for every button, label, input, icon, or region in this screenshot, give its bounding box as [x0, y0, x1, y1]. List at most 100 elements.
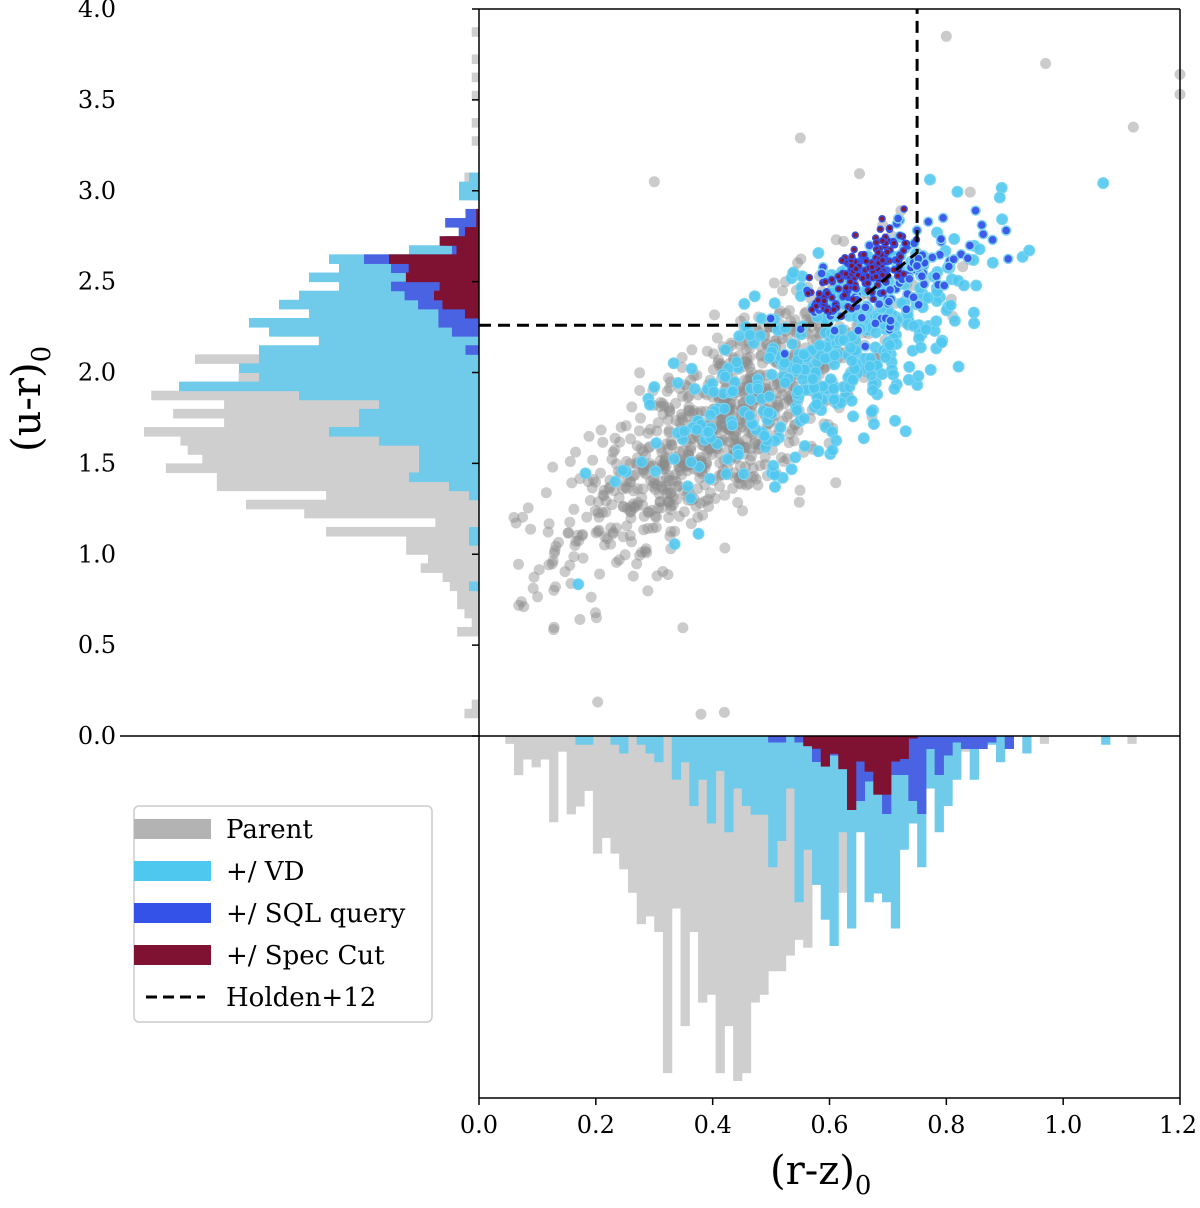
- point-1-202: [616, 464, 629, 477]
- point-2-9: [931, 271, 942, 282]
- y-axis-title-main: (u-r): [4, 362, 50, 452]
- point-0-518: [550, 581, 561, 593]
- x-hist-bar-2-57: [978, 736, 988, 749]
- y-hist-bar-3-52: [389, 254, 479, 264]
- point-1-88: [733, 330, 746, 343]
- point-0-812: [614, 436, 626, 448]
- point-0-472: [724, 436, 735, 448]
- point-0-1: [745, 450, 757, 462]
- y-hist-bar-0-16: [449, 581, 479, 592]
- y-hist-bar-0-3: [471, 699, 479, 710]
- point-3-63: [878, 214, 886, 223]
- y-hist-bar-1-50: [309, 272, 479, 283]
- point-2-20: [964, 240, 976, 251]
- point-0-322: [682, 446, 694, 458]
- x-tick-label-1: 0.2: [577, 1111, 615, 1139]
- y-hist-bar-1-45: [249, 317, 479, 328]
- point-2-107: [795, 323, 806, 335]
- point-0-448: [527, 582, 539, 594]
- y-hist-bar-2-42: [465, 345, 479, 355]
- point-0-661: [605, 538, 617, 550]
- point-0-707: [740, 355, 752, 367]
- y-hist-bar-1-41: [259, 354, 479, 364]
- x-hist-bar-0-13: [592, 736, 603, 854]
- legend-swatch-sql-query: [134, 903, 211, 923]
- point-0-288: [513, 558, 524, 570]
- point-0-95: [695, 451, 707, 463]
- point-1-419: [993, 191, 1006, 204]
- point-1-300: [688, 383, 701, 395]
- x-hist-bar-0-15: [610, 736, 620, 854]
- point-0-340: [644, 423, 656, 435]
- x-hist-bar-1-22: [671, 736, 682, 780]
- x-hist-bar-0-19: [645, 736, 655, 917]
- point-0-535: [572, 529, 584, 541]
- point-0-284: [570, 535, 582, 547]
- point-0-184: [658, 460, 670, 471]
- x-hist-bar-0-3: [505, 736, 515, 744]
- point-1-362: [889, 414, 902, 427]
- y-hist-bar-1-27: [449, 481, 479, 492]
- x-hist-bar-2-36: [794, 736, 804, 743]
- point-0-580: [651, 511, 663, 523]
- point-0-295: [701, 345, 713, 357]
- point-0-800: [655, 396, 667, 408]
- point-0-403: [638, 524, 650, 536]
- point-0-230: [768, 277, 780, 289]
- point-0-263: [695, 406, 707, 417]
- point-1-299: [869, 326, 882, 339]
- point-3-157: [846, 278, 855, 286]
- point-0-881: [562, 527, 574, 539]
- point-2-38: [829, 325, 840, 336]
- point-1-320: [721, 453, 734, 466]
- point-1-367: [572, 578, 585, 591]
- point-3-143: [815, 289, 824, 298]
- point-0-485: [711, 332, 723, 344]
- x-hist-bar-1-47: [890, 736, 901, 929]
- point-1-381: [846, 373, 859, 386]
- point-1-329: [774, 421, 787, 434]
- point-1-223: [719, 370, 732, 383]
- point-1-178: [930, 315, 943, 328]
- y-hist-bar-0-34: [224, 417, 479, 428]
- legend-swatch-spec-cut: [134, 945, 211, 965]
- x-tick-label-3: 0.6: [810, 1111, 848, 1139]
- x-hist-bar-1-30: [741, 736, 752, 806]
- y-hist-bar-3-50: [405, 272, 479, 283]
- point-1-383: [914, 341, 927, 354]
- point-0-281: [662, 483, 674, 495]
- y-tick-label-2: 1.0: [78, 540, 116, 568]
- point-1-406: [826, 444, 839, 457]
- point-0-312: [784, 428, 796, 440]
- point-0-730: [745, 443, 757, 455]
- point-0-381: [793, 496, 805, 508]
- point-1-179: [732, 448, 745, 461]
- x-hist-bar-0-34: [776, 736, 787, 972]
- point-0-782: [701, 447, 713, 459]
- point-0-224: [624, 505, 636, 517]
- point-1-386: [798, 412, 811, 425]
- y-hist-bar-1-32: [379, 436, 479, 446]
- legend-label-sql-query: +/ SQL query: [226, 899, 406, 929]
- point-0-123: [778, 398, 790, 410]
- point-0-653: [548, 547, 560, 559]
- x-hist-bar-2-54: [952, 736, 962, 743]
- point-0-171: [640, 468, 652, 480]
- x-hist-bar-1-36: [794, 736, 804, 903]
- point-0-459: [686, 344, 698, 356]
- point-0-586: [660, 453, 672, 465]
- point-0-108: [619, 549, 631, 561]
- point-0-55: [661, 488, 673, 499]
- point-1-376: [726, 385, 739, 398]
- point-0-362: [585, 591, 597, 603]
- y-tick-label-4: 2.0: [78, 359, 116, 387]
- point-3-150: [848, 252, 856, 261]
- point-3-153: [821, 278, 830, 286]
- point-3-138: [838, 256, 846, 265]
- point-0-576: [624, 476, 636, 487]
- point-0-112: [653, 488, 665, 500]
- point-1-278: [867, 418, 880, 430]
- point-0-453: [615, 421, 627, 433]
- x-hist-bar-1-59: [995, 736, 1006, 763]
- point-0-342: [611, 556, 622, 568]
